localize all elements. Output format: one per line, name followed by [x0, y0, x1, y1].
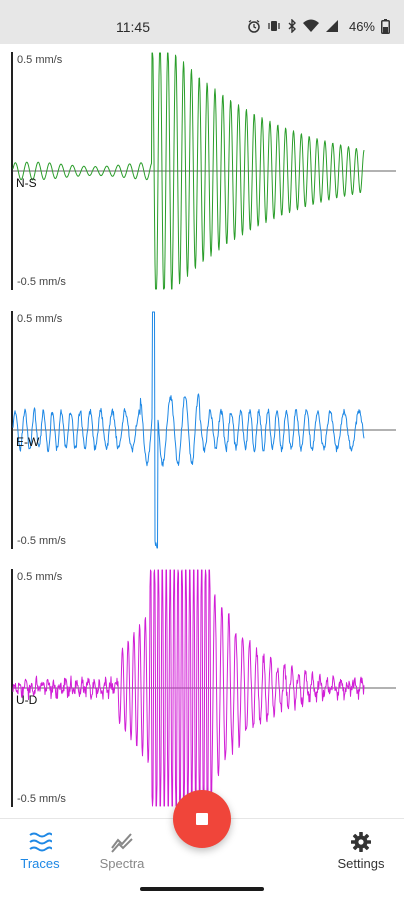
cellular-icon — [325, 20, 338, 32]
waveform-line — [12, 311, 365, 549]
axis-min-label: -0.5 mm/s — [17, 535, 66, 547]
bluetooth-icon — [288, 19, 296, 33]
axis-max-label: 0.5 mm/s — [17, 54, 63, 66]
nav-tab-spectra[interactable]: Spectra — [82, 831, 162, 871]
spectrum-icon — [111, 833, 133, 853]
channel-label-ud: U-D — [16, 693, 38, 707]
trace-plot-ew — [11, 311, 396, 549]
stop-icon — [196, 813, 208, 825]
status-bar: 11:45 46% — [0, 0, 404, 44]
nav-tab-settings-label: Settings — [337, 856, 385, 871]
trace-plot-ud — [11, 569, 396, 807]
trace-panel-ud: 0.5 mm/s -0.5 mm/s U-D — [0, 569, 404, 807]
nav-tab-traces-label: Traces — [20, 856, 60, 871]
wifi-icon — [302, 19, 319, 32]
gear-icon — [351, 832, 371, 852]
trace-panel-ns: 0.5 mm/s -0.5 mm/s N-S — [0, 52, 404, 290]
status-time: 11:45 — [116, 19, 150, 35]
axis-min-label: -0.5 mm/s — [17, 793, 66, 805]
stop-recording-button[interactable] — [173, 790, 231, 848]
status-icons: 46% — [247, 16, 390, 36]
nav-tab-traces[interactable]: Traces — [0, 831, 80, 871]
waves-icon — [29, 832, 52, 852]
nav-tab-spectra-label: Spectra — [99, 856, 145, 871]
system-gesture-area — [0, 880, 404, 900]
vibrate-icon — [268, 21, 280, 31]
nav-tab-settings[interactable]: Settings — [321, 831, 401, 871]
waveform-line — [12, 52, 365, 290]
channel-label-ns: N-S — [16, 176, 37, 190]
waveform-line — [12, 569, 365, 807]
trace-panel-ew: 0.5 mm/s -0.5 mm/s E-W — [0, 311, 404, 549]
axis-min-label: -0.5 mm/s — [17, 276, 66, 288]
axis-max-label: 0.5 mm/s — [17, 313, 63, 325]
channel-label-ew: E-W — [16, 435, 40, 449]
axis-max-label: 0.5 mm/s — [17, 571, 63, 583]
battery-percent: 46% — [348, 18, 375, 34]
alarm-icon — [248, 19, 260, 33]
gesture-handle[interactable] — [140, 887, 264, 891]
battery-icon — [381, 18, 390, 34]
trace-plot-ns — [11, 52, 396, 290]
